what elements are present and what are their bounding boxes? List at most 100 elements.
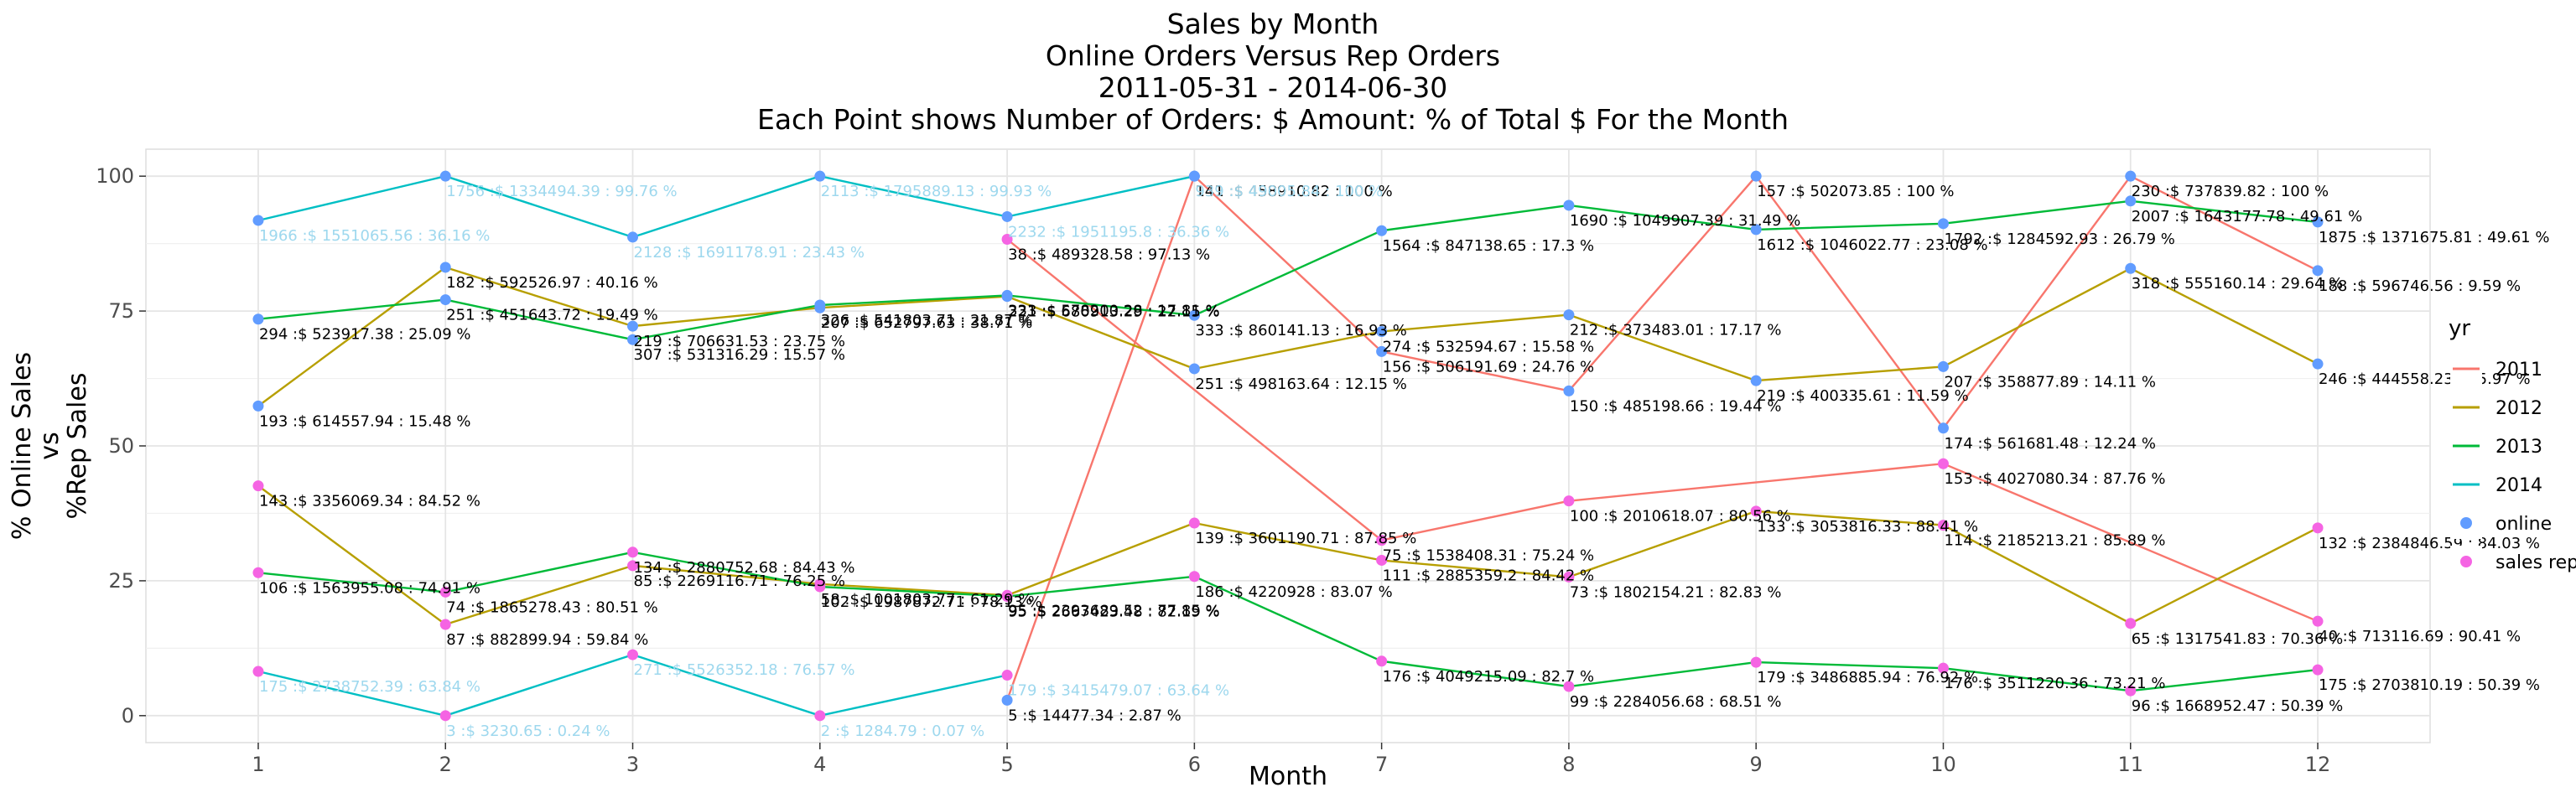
x-tick-label: 3 — [626, 753, 639, 776]
data-point — [252, 666, 264, 677]
legend-label-2014: 2014 — [2496, 475, 2542, 496]
data-point — [2312, 522, 2324, 534]
data-label: 294 :$ 523917.38 : 25.09 % — [259, 326, 471, 344]
data-point — [1188, 309, 1200, 321]
data-label: 182 :$ 592526.97 : 40.16 % — [446, 274, 658, 292]
y-axis-ticks: 0 25 50 75 100 — [96, 164, 146, 728]
data-point — [1188, 571, 1200, 583]
data-label: 150 :$ 485198.66 : 19.44 % — [1570, 397, 1782, 415]
data-label: 95 :$ 2667423.48 : 82.19 % — [1008, 603, 1220, 621]
x-tick-label: 6 — [1188, 753, 1201, 776]
x-tick-label: 10 — [1930, 753, 1956, 776]
series-line-2012-online — [257, 266, 2319, 407]
point-labels: 5 :$ 14477.34 : 2.87 % 141 :$ 458910.82 :… — [259, 183, 2550, 740]
data-label: 75 :$ 1538408.31 : 75.24 % — [1383, 547, 1595, 565]
series-line-2013-online — [257, 199, 2319, 341]
x-tick-label: 7 — [1375, 753, 1388, 776]
data-label: 85 :$ 2269116.71 : 76.25 % — [634, 572, 846, 590]
data-point — [1001, 591, 1013, 603]
data-point — [627, 649, 639, 660]
data-label: 175 :$ 2738752.39 : 63.84 % — [259, 678, 480, 696]
data-label: 176 :$ 3511220.36 : 73.21 % — [1944, 675, 2165, 692]
data-label: 186 :$ 4220928 : 83.07 % — [1195, 583, 1392, 601]
y-axis-title-line-3: %Rep Sales — [63, 373, 92, 520]
data-point — [1937, 662, 1949, 674]
data-label: 179 :$ 3486885.94 : 76.92 % — [1757, 669, 1978, 686]
data-point — [1001, 694, 1013, 706]
data-label: 141 :$ 458910.82 : 100 % — [1195, 183, 1392, 200]
x-tick-label: 9 — [1750, 753, 1763, 776]
y-tick-label: 50 — [108, 434, 134, 458]
x-tick-label: 12 — [2305, 753, 2331, 776]
data-label: 87 :$ 882899.94 : 59.84 % — [446, 631, 648, 649]
data-point — [1001, 289, 1013, 301]
data-point — [814, 299, 826, 311]
data-label: 219 :$ 706631.53 : 23.75 % — [634, 333, 846, 350]
data-label: 2128 :$ 1691178.91 : 23.43 % — [634, 244, 865, 262]
data-label: 207 :$ 358877.89 : 14.11 % — [1944, 373, 2156, 391]
title-line-2: Online Orders Versus Rep Orders — [1046, 39, 1500, 72]
data-label: 1875 :$ 1371675.81 : 49.61 % — [2319, 229, 2549, 246]
data-label: 251 :$ 451643.72 : 19.49 % — [446, 307, 658, 324]
legend-key-point — [2460, 556, 2472, 567]
data-point — [1001, 210, 1013, 222]
title-line-1: Sales by Month — [1167, 8, 1379, 40]
data-point — [1937, 218, 1949, 230]
data-point — [439, 619, 451, 630]
data-point — [1750, 170, 1762, 182]
data-point — [1376, 326, 1388, 338]
data-point — [252, 480, 264, 492]
data-point — [2312, 216, 2324, 228]
x-axis-title: Month — [1249, 762, 1327, 791]
data-label: 99 :$ 2284056.68 : 68.51 % — [1570, 693, 1782, 711]
data-point — [814, 581, 826, 593]
data-point — [439, 586, 451, 598]
y-tick-label: 25 — [108, 569, 134, 593]
data-label: 271 :$ 5526352.18 : 76.57 % — [634, 661, 855, 679]
x-tick-label: 8 — [1562, 753, 1575, 776]
data-label: 307 :$ 531316.29 : 15.57 % — [634, 346, 846, 364]
legend-entries: 2011 2012 2013 2014 online sales rep — [2450, 353, 2576, 578]
data-point — [814, 710, 826, 722]
data-label: 1690 :$ 1049907.39 : 31.49 % — [1570, 212, 1800, 230]
data-label: 207 :$ 652797.63 : 38.71 % — [821, 314, 1033, 332]
data-point — [627, 560, 639, 572]
data-label: 2 :$ 1284.79 : 0.07 % — [821, 723, 984, 740]
data-label: 318 :$ 555160.14 : 29.64 % — [2132, 275, 2344, 293]
data-label: 73 :$ 1802154.21 : 82.83 % — [1570, 583, 1782, 601]
series-line-2013-sales-rep — [257, 551, 2319, 692]
y-axis-title-line-2: vs — [35, 432, 65, 459]
data-point — [2312, 664, 2324, 676]
y-axis-title-line-1: % Online Sales — [8, 352, 37, 540]
data-point — [1188, 517, 1200, 529]
data-label: 333 :$ 860141.13 : 16.93 % — [1195, 322, 1407, 339]
data-label: 139 :$ 3601190.71 : 87.85 % — [1195, 530, 1416, 547]
x-axis-ticks: 1 2 3 4 5 6 7 8 9 10 11 12 — [252, 743, 2330, 776]
data-point — [1563, 571, 1575, 583]
data-label: 251 :$ 498163.64 : 12.15 % — [1195, 376, 1407, 393]
data-point — [439, 294, 451, 306]
data-point — [439, 262, 451, 273]
data-label: 100 :$ 2010618.07 : 80.56 % — [1570, 508, 1791, 526]
x-tick-label: 5 — [1000, 753, 1013, 776]
data-point — [439, 170, 451, 182]
data-label: 95 :$ 2393689.52 : 77.85 % — [1008, 602, 1220, 619]
series-line-2011-online — [1005, 174, 2319, 701]
data-point — [252, 313, 264, 325]
data-point — [814, 170, 826, 182]
data-label: 153 :$ 4027080.34 : 87.76 % — [1944, 470, 2165, 488]
data-point — [252, 400, 264, 412]
data-label: 111 :$ 2885359.2 : 84.42 % — [1383, 567, 1595, 584]
y-tick-label: 0 — [122, 704, 134, 728]
data-label: 174 :$ 561681.48 : 12.24 % — [1944, 435, 2156, 453]
data-point — [1376, 535, 1388, 546]
data-label: 74 :$ 1865278.43 : 80.51 % — [446, 598, 658, 616]
data-label: 274 :$ 532594.67 : 15.58 % — [1383, 339, 1595, 356]
data-point — [1001, 670, 1013, 681]
x-tick-label: 11 — [2117, 753, 2143, 776]
data-point — [2125, 195, 2137, 207]
legend-label-2011: 2011 — [2496, 360, 2542, 381]
data-point — [627, 546, 639, 558]
